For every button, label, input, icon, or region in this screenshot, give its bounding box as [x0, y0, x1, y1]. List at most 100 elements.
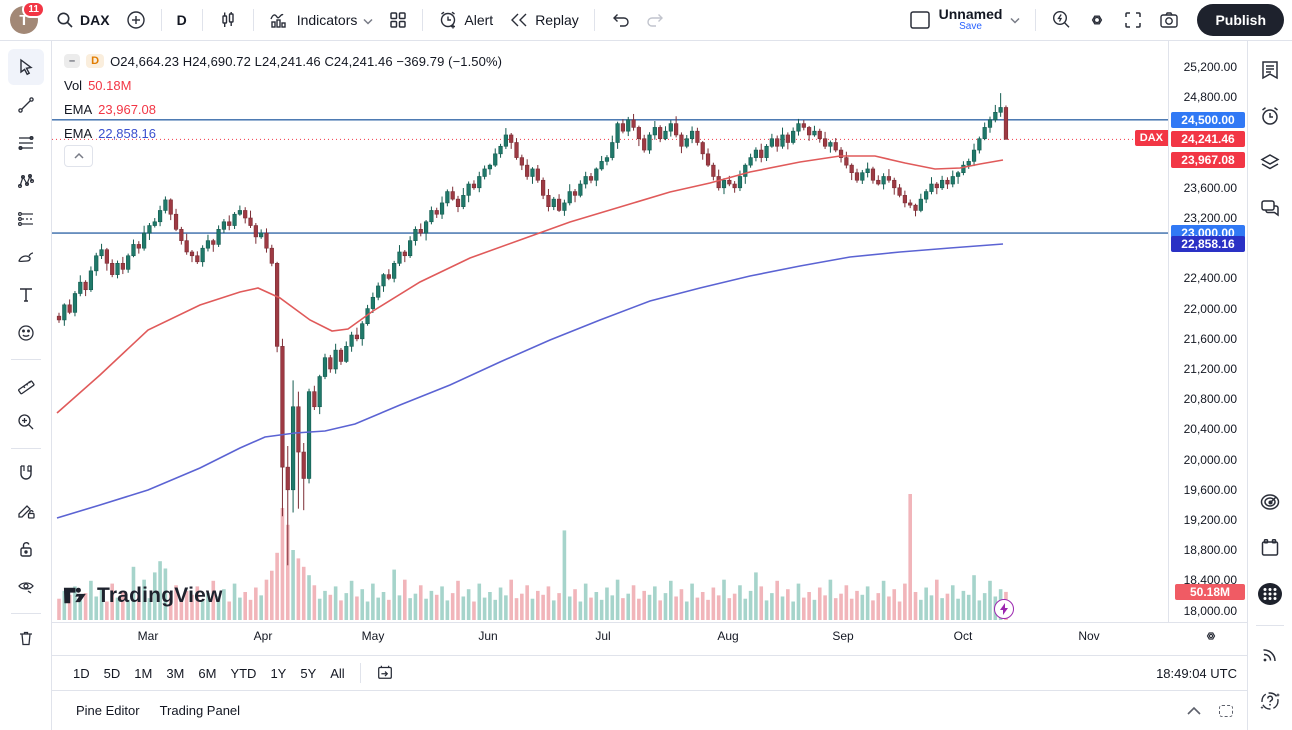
- range-all-button[interactable]: All: [323, 662, 351, 685]
- month-tick-label[interactable]: Aug: [717, 629, 739, 643]
- layout-name-button[interactable]: Unnamed Save: [939, 7, 1003, 32]
- time-axis[interactable]: Mar Apr May Jun Jul Aug Sep Oct Nov: [52, 622, 1247, 655]
- range-1d-button[interactable]: 1D: [66, 662, 97, 685]
- layout-thumbnail-button[interactable]: [901, 5, 939, 35]
- chart-pane[interactable]: – D O24,664.23 H24,690.72 L24,241.46 C24…: [52, 41, 1168, 622]
- range-6m-button[interactable]: 6M: [191, 662, 223, 685]
- emoji-tool-button[interactable]: [8, 315, 44, 351]
- remove-drawings-button[interactable]: [8, 620, 44, 656]
- month-tick-label[interactable]: Nov: [1078, 629, 1100, 643]
- range-ytd-button[interactable]: YTD: [223, 662, 263, 685]
- alerts-button[interactable]: [1253, 99, 1287, 133]
- fib-tool-button[interactable]: [8, 125, 44, 161]
- range-5d-button[interactable]: 5D: [97, 662, 128, 685]
- layout-grid-button[interactable]: [381, 6, 415, 34]
- volume-bar: [168, 593, 173, 620]
- ema-slow-line[interactable]: [56, 243, 1004, 519]
- month-tick-label[interactable]: Sep: [832, 629, 854, 643]
- redo-button[interactable]: [638, 7, 674, 33]
- candle-body: [689, 130, 695, 140]
- watchlist-button[interactable]: [1253, 53, 1287, 87]
- chart-type-button[interactable]: [210, 5, 246, 35]
- price-marker-label: 22,858.16: [1171, 235, 1245, 252]
- hide-drawings-button[interactable]: [8, 569, 44, 605]
- month-tick-label[interactable]: Jul: [595, 629, 611, 643]
- symbol-search-button[interactable]: DAX: [48, 6, 118, 34]
- compare-add-button[interactable]: [118, 5, 154, 35]
- divider: [593, 9, 595, 31]
- instant-trading-button[interactable]: [994, 599, 1014, 619]
- save-label[interactable]: Save: [959, 21, 982, 33]
- pattern-tool-button[interactable]: [8, 163, 44, 199]
- interval-button[interactable]: D: [169, 7, 195, 33]
- ema-fast-line[interactable]: [56, 155, 1004, 414]
- streams-button[interactable]: [1253, 638, 1287, 672]
- quick-search-button[interactable]: [1043, 5, 1079, 35]
- settings-button[interactable]: [1079, 5, 1115, 35]
- help-button[interactable]: [1253, 684, 1287, 718]
- cursor-tool-button[interactable]: [7, 49, 44, 85]
- axis-settings-button[interactable]: [1203, 628, 1219, 647]
- fullscreen-button[interactable]: [1115, 5, 1151, 35]
- ohlc-values: O24,664.23 H24,690.72 L24,241.46 C24,241…: [110, 53, 503, 69]
- publish-button[interactable]: Publish: [1197, 4, 1284, 36]
- range-5y-button[interactable]: 5Y: [293, 662, 323, 685]
- ema-slow-row[interactable]: EMA 22,858.16: [64, 121, 502, 145]
- candle-body: [588, 176, 594, 181]
- divider: [10, 448, 41, 449]
- ema-fast-row[interactable]: EMA 23,967.08: [64, 97, 502, 121]
- month-tick-label[interactable]: Apr: [253, 629, 273, 643]
- volume-bar: [137, 595, 141, 620]
- candle-body: [514, 142, 519, 158]
- measure-tool-button[interactable]: [8, 366, 44, 402]
- session-clock[interactable]: 18:49:04 UTC: [1156, 665, 1237, 681]
- month-tick-label[interactable]: Jun: [478, 629, 498, 643]
- volume-bar: [738, 585, 742, 620]
- magnet-tool-button[interactable]: [8, 455, 44, 491]
- range-1m-button[interactable]: 1M: [127, 662, 159, 685]
- alert-button[interactable]: Alert: [430, 5, 501, 35]
- candle-body: [482, 168, 487, 177]
- user-avatar[interactable]: T 11: [10, 1, 45, 34]
- volume-row[interactable]: Vol 50.18M: [64, 73, 502, 97]
- volume-bar: [477, 583, 482, 620]
- drawing-mode-button[interactable]: [8, 493, 44, 529]
- undo-button[interactable]: [602, 7, 638, 33]
- object-tree-button[interactable]: [1253, 145, 1287, 179]
- legend-collapse-button[interactable]: [64, 145, 93, 167]
- calendar-button[interactable]: [1253, 531, 1287, 565]
- replay-button[interactable]: Replay: [501, 7, 587, 33]
- trading-panel-button[interactable]: Trading Panel: [150, 697, 250, 724]
- volume-bar: [83, 593, 88, 620]
- apps-button[interactable]: [1253, 577, 1287, 611]
- forecast-tool-button[interactable]: [8, 201, 44, 237]
- indicators-button[interactable]: Indicators: [261, 5, 382, 35]
- price-axis[interactable]: 25,200.00 24,800.00 23,600.00 23,200.00 22,4…: [1168, 41, 1247, 622]
- month-tick-label[interactable]: May: [361, 629, 385, 643]
- price-chart[interactable]: [52, 41, 1168, 622]
- screener-button[interactable]: [1253, 485, 1287, 519]
- month-tick-label[interactable]: Oct: [953, 629, 973, 643]
- zoom-tool-button[interactable]: [8, 404, 44, 440]
- layout-menu-chevron[interactable]: [1002, 12, 1028, 29]
- brush-tool-button[interactable]: [8, 239, 44, 275]
- month-tick-label[interactable]: Mar: [137, 629, 159, 643]
- range-3m-button[interactable]: 3M: [159, 662, 191, 685]
- volume-bar: [961, 590, 966, 620]
- volume-bar: [796, 583, 801, 620]
- lock-drawings-button[interactable]: [8, 531, 44, 567]
- interval-badge[interactable]: D: [86, 54, 105, 68]
- chat-button[interactable]: [1253, 191, 1287, 225]
- main-series-row[interactable]: – D O24,664.23 H24,690.72 L24,241.46 C24…: [64, 49, 502, 73]
- series-dash-badge[interactable]: –: [64, 54, 81, 68]
- trend-line-tool-button[interactable]: [8, 87, 44, 123]
- goto-date-button[interactable]: [369, 659, 401, 688]
- range-1y-button[interactable]: 1Y: [263, 662, 293, 685]
- snapshot-button[interactable]: [1151, 6, 1187, 34]
- maximize-panel-button[interactable]: [1219, 704, 1233, 717]
- expand-panel-button[interactable]: [1187, 703, 1201, 718]
- text-tool-button[interactable]: [8, 277, 44, 313]
- candle-body: [147, 225, 152, 234]
- pine-editor-button[interactable]: Pine Editor: [66, 697, 150, 724]
